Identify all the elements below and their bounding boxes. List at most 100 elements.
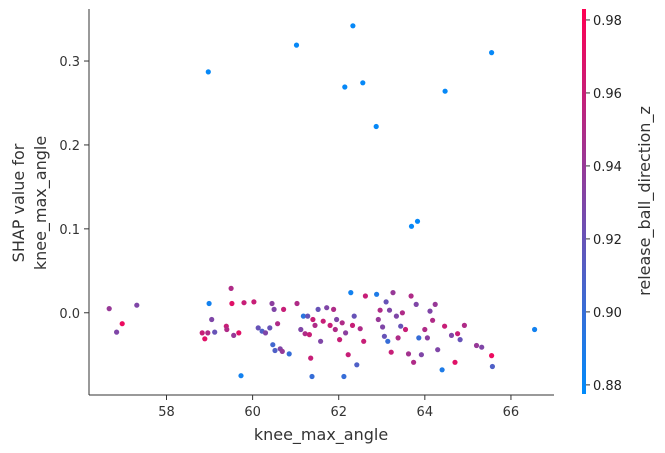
x-tick-label: 58 <box>158 405 175 420</box>
data-point <box>418 352 424 358</box>
colorbar-ticks: 0.88 0.90 0.92 0.94 0.96 0.98 <box>586 14 622 394</box>
colorbar-tick-label: 0.98 <box>593 14 622 29</box>
data-point <box>236 330 242 336</box>
data-point <box>310 316 316 323</box>
data-point <box>489 50 495 56</box>
colorbar-tick-label: 0.90 <box>593 306 622 321</box>
data-point <box>442 88 448 94</box>
data-point <box>308 355 314 361</box>
data-point <box>320 318 326 324</box>
data-point <box>337 337 343 343</box>
data-point <box>306 332 312 338</box>
colorbar-tick-label: 0.94 <box>593 160 622 175</box>
data-point <box>119 321 125 327</box>
data-point <box>374 291 380 297</box>
data-point <box>339 320 345 326</box>
data-point <box>342 84 348 90</box>
y-axis-title: SHAP value for knee_max_angle <box>9 136 51 270</box>
data-point <box>341 373 347 380</box>
data-point <box>324 305 330 311</box>
data-point <box>209 316 215 323</box>
data-point <box>424 335 430 341</box>
data-point <box>402 326 409 333</box>
data-point <box>360 80 366 86</box>
data-point <box>305 313 311 319</box>
data-point <box>448 332 455 338</box>
data-point <box>362 293 368 299</box>
data-point <box>357 326 363 332</box>
data-point <box>293 42 300 48</box>
data-point <box>473 342 480 349</box>
data-point <box>405 351 412 357</box>
data-point <box>349 322 356 328</box>
colorbar-tick-label: 0.88 <box>593 379 622 394</box>
data-point <box>271 306 277 312</box>
data-point <box>461 322 467 328</box>
y-tick-label: 0.0 <box>59 307 80 322</box>
data-point <box>224 326 230 333</box>
data-point <box>380 324 386 330</box>
data-point <box>318 338 324 344</box>
data-point <box>422 326 428 333</box>
data-point <box>212 329 218 335</box>
data-point <box>332 326 338 333</box>
data-point <box>435 347 441 353</box>
data-point <box>298 326 304 333</box>
data-point <box>281 306 287 312</box>
data-point <box>399 310 405 316</box>
data-point <box>279 348 285 354</box>
data-point <box>205 69 211 75</box>
data-point <box>114 329 120 335</box>
x-axis-ticks: 58 60 62 64 66 <box>158 395 519 420</box>
data-point <box>206 300 212 307</box>
data-point <box>302 331 308 337</box>
data-point <box>345 352 351 358</box>
colorbar-title: release_ball_direction_z <box>635 106 655 296</box>
data-point <box>343 330 349 336</box>
data-point <box>489 353 495 359</box>
data-point <box>294 300 300 307</box>
data-point <box>381 333 387 339</box>
data-point <box>430 317 436 323</box>
data-point <box>373 123 379 130</box>
x-tick-label: 60 <box>244 405 261 420</box>
data-point <box>361 338 367 344</box>
data-point <box>241 300 247 306</box>
data-point <box>205 330 211 336</box>
data-point <box>134 302 140 308</box>
data-point <box>452 359 458 365</box>
colorbar-tick-label: 0.96 <box>593 87 622 102</box>
y-axis-title-line-1: SHAP value for <box>9 143 28 262</box>
data-point <box>315 306 321 312</box>
y-tick-label: 0.1 <box>59 223 80 238</box>
data-point <box>348 290 354 296</box>
colorbar-tick-label: 0.92 <box>593 233 622 248</box>
data-point <box>489 363 495 370</box>
data-point <box>395 335 401 341</box>
data-points <box>106 23 538 380</box>
data-point <box>354 362 360 368</box>
data-point <box>383 299 389 305</box>
data-point <box>375 316 381 323</box>
data-point <box>432 301 438 307</box>
data-point <box>411 359 417 365</box>
data-point <box>455 331 461 337</box>
x-tick-label: 62 <box>330 405 347 420</box>
data-point <box>228 285 234 291</box>
data-point <box>275 321 281 327</box>
y-tick-label: 0.3 <box>59 55 80 70</box>
data-point <box>351 313 357 319</box>
data-point <box>202 336 208 342</box>
data-point <box>393 313 399 319</box>
data-point <box>408 223 415 229</box>
data-point <box>267 325 273 331</box>
data-point <box>408 293 414 299</box>
data-point <box>262 330 269 336</box>
colorbar <box>582 9 586 394</box>
x-tick-label: 64 <box>417 405 434 420</box>
y-axis-title-line-2: knee_max_angle <box>31 136 51 270</box>
y-tick-label: 0.2 <box>59 139 80 154</box>
data-point <box>238 373 244 379</box>
data-point <box>199 330 205 336</box>
data-point <box>331 306 337 312</box>
